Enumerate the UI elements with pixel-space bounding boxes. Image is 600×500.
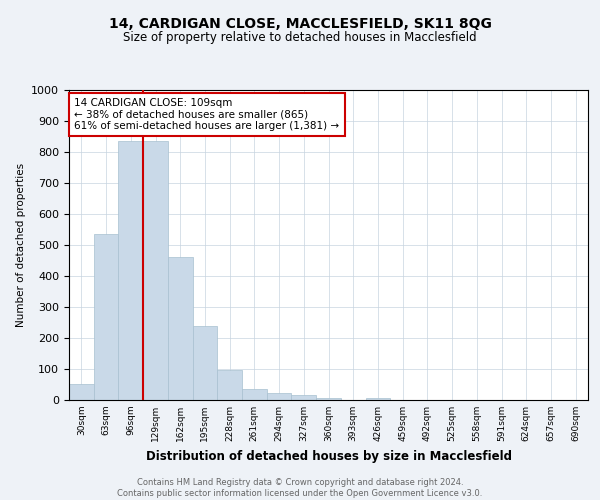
Text: Size of property relative to detached houses in Macclesfield: Size of property relative to detached ho… bbox=[123, 31, 477, 44]
Bar bbox=[193, 326, 217, 400]
Bar bbox=[69, 384, 94, 400]
X-axis label: Distribution of detached houses by size in Macclesfield: Distribution of detached houses by size … bbox=[146, 450, 511, 462]
Bar bbox=[292, 396, 316, 400]
Bar bbox=[118, 141, 143, 400]
Bar bbox=[94, 234, 118, 400]
Text: 14 CARDIGAN CLOSE: 109sqm
← 38% of detached houses are smaller (865)
61% of semi: 14 CARDIGAN CLOSE: 109sqm ← 38% of detac… bbox=[74, 98, 340, 131]
Bar bbox=[168, 258, 193, 400]
Bar bbox=[217, 370, 242, 400]
Y-axis label: Number of detached properties: Number of detached properties bbox=[16, 163, 26, 327]
Text: Contains HM Land Registry data © Crown copyright and database right 2024.
Contai: Contains HM Land Registry data © Crown c… bbox=[118, 478, 482, 498]
Bar bbox=[242, 389, 267, 400]
Bar bbox=[143, 141, 168, 400]
Bar bbox=[316, 398, 341, 400]
Bar bbox=[365, 398, 390, 400]
Text: 14, CARDIGAN CLOSE, MACCLESFIELD, SK11 8QG: 14, CARDIGAN CLOSE, MACCLESFIELD, SK11 8… bbox=[109, 18, 491, 32]
Bar bbox=[267, 393, 292, 400]
